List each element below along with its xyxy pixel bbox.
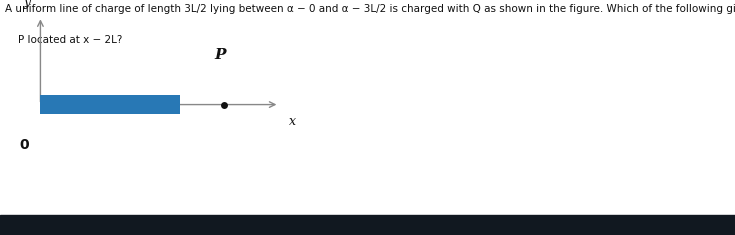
Text: 0: 0 xyxy=(19,137,29,152)
Text: x: x xyxy=(289,114,296,128)
Text: P: P xyxy=(215,48,226,62)
Text: A uniform line of charge of length 3L/2 lying between α − 0 and α − 3L/2 is char: A uniform line of charge of length 3L/2 … xyxy=(5,4,735,14)
Text: y: y xyxy=(24,0,31,9)
Bar xyxy=(40,95,180,114)
Text: P located at x − 2L?: P located at x − 2L? xyxy=(5,35,123,45)
Bar xyxy=(0,215,735,235)
